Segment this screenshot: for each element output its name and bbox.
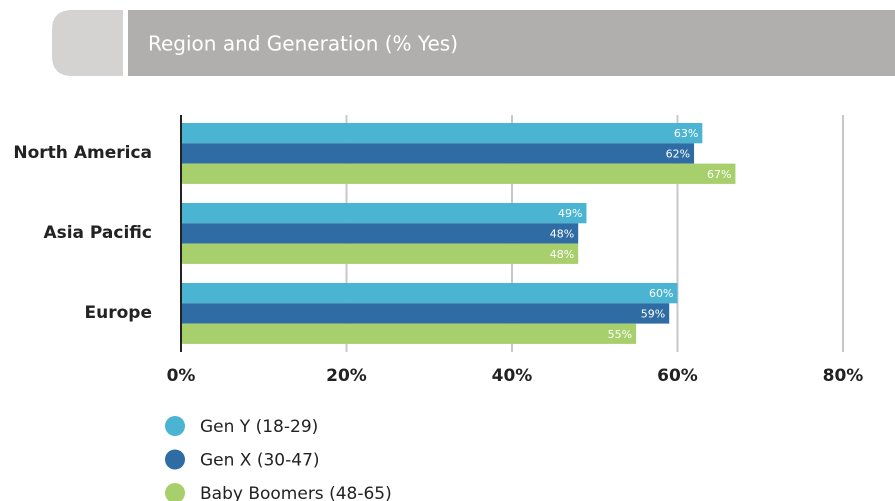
header-tab [52,10,123,76]
value-label: 48% [550,248,574,261]
bar [181,283,678,304]
legend-marker [165,483,185,501]
legend-label: Gen Y (18-29) [200,417,318,437]
bar [181,323,637,344]
value-label: 60% [649,287,673,300]
bar [181,143,695,164]
x-tick-label: 60% [657,366,698,386]
value-label: 49% [558,207,582,220]
bar [181,123,703,144]
value-label: 67% [707,168,731,181]
x-tick-label: 80% [823,366,864,386]
category-label: Europe [85,303,152,323]
value-label: 59% [641,307,665,320]
x-tick-label: 40% [492,366,533,386]
value-label: 48% [550,227,574,240]
value-label: 55% [608,328,632,341]
x-tick-label: 20% [326,366,367,386]
bar [181,203,587,224]
bar [181,303,670,324]
bar [181,163,736,184]
header-bar [128,10,895,76]
legend-label: Baby Boomers (48-65) [200,484,392,501]
bar [181,223,579,244]
legend-marker [165,416,185,436]
category-label: Asia Pacific [43,223,152,243]
value-label: 62% [666,147,690,160]
x-tick-label: 0% [167,366,196,386]
chart-title: Region and Generation (% Yes) [148,32,458,56]
bar [181,243,579,264]
value-label: 63% [674,127,698,140]
legend-marker [165,449,185,470]
legend-label: Gen X (30-47) [200,451,320,471]
category-label: North America [13,143,152,163]
